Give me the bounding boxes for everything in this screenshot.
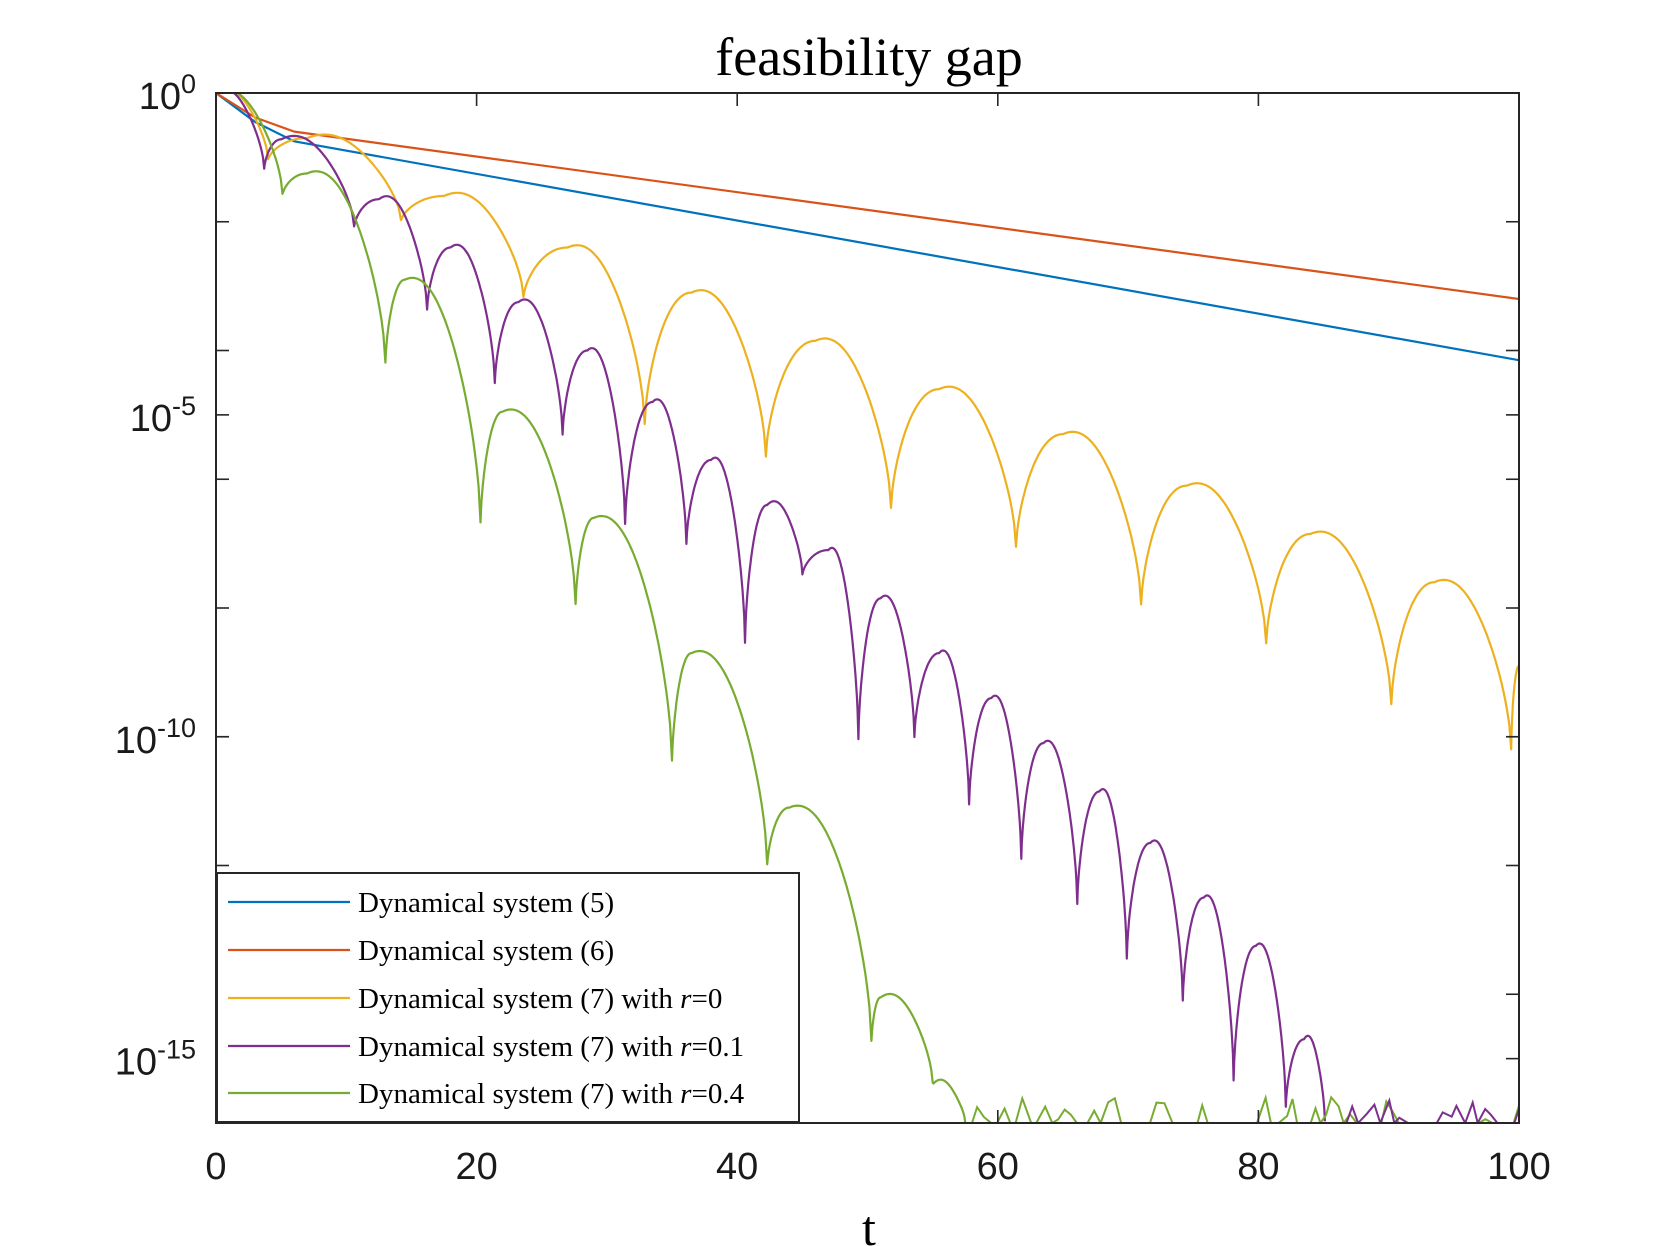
series-noise-floor-3 [1324, 1097, 1519, 1123]
legend-label-part: Dynamical system (7) with [358, 1078, 680, 1110]
legend-label-3: Dynamical system (7) with r=0.1 [358, 1031, 744, 1063]
legend-label-part: Dynamical system (5) [358, 887, 614, 919]
series-line-4 [216, 93, 967, 1123]
legend-label-4: Dynamical system (7) with r=0.4 [358, 1078, 745, 1110]
series-layer [216, 93, 1519, 1123]
x-tick-label: 40 [716, 1146, 758, 1188]
legend-label-part: Dynamical system (7) with [358, 1031, 680, 1063]
series-line-1 [216, 93, 1519, 301]
legend-label-part: =0.4 [691, 1078, 744, 1110]
y-tick-label: 10-10 [115, 713, 196, 762]
chart-title: feasibility gap [715, 27, 1022, 87]
y-tick-label: 10-5 [130, 391, 196, 440]
y-tick-label: 100 [139, 69, 196, 118]
legend-label-part: =0.1 [691, 1031, 744, 1063]
series-line-0 [216, 93, 1519, 362]
legend-label-part: r [680, 1078, 692, 1110]
legend-label-part: r [680, 1031, 692, 1063]
x-tick-label: 100 [1487, 1146, 1550, 1188]
legend: Dynamical system (5) Dynamical system (6)… [216, 872, 800, 1123]
x-axis-label: t [862, 1200, 876, 1246]
y-tick-label-exponent: 0 [181, 69, 196, 99]
series-noise-floor-4 [965, 1094, 1519, 1123]
legend-label-part: Dynamical system (6) [358, 935, 614, 967]
y-tick-label-base: 10 [115, 720, 157, 762]
x-tick-label: 20 [455, 1146, 497, 1188]
y-tick-label-base: 10 [115, 1042, 157, 1084]
legend-label-part: =0 [691, 983, 722, 1015]
legend-label-1: Dynamical system (6) [358, 935, 614, 967]
x-tick-label: 80 [1237, 1146, 1279, 1188]
legend-label-part: Dynamical system (7) with [358, 983, 680, 1015]
y-tick-label: 10-15 [115, 1035, 196, 1084]
y-tick-label-base: 10 [139, 76, 181, 118]
x-tick-label: 0 [205, 1146, 226, 1188]
legend-label-0: Dynamical system (5) [358, 887, 614, 919]
y-tick-label-exponent: -15 [157, 1035, 196, 1065]
legend-label-part: r [680, 983, 692, 1015]
x-tick-label: 60 [977, 1146, 1019, 1188]
series-line-2 [216, 93, 1519, 751]
y-tick-label-base: 10 [130, 398, 172, 440]
y-tick-label-exponent: -5 [172, 391, 196, 421]
legend-label-2: Dynamical system (7) with r=0 [358, 983, 722, 1015]
series-line-3 [216, 93, 1326, 1122]
y-tick-label-exponent: -10 [157, 713, 196, 743]
